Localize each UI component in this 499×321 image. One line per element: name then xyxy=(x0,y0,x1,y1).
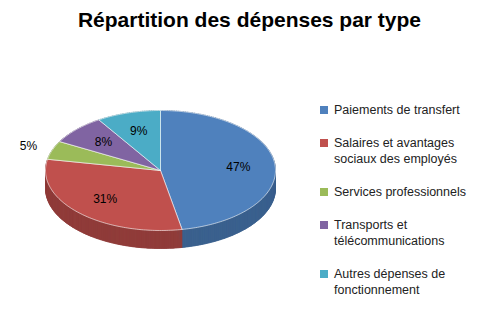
html-text:Salaires et avantages sociaux: Salaires et avantages sociaux des employ… xyxy=(334,136,457,166)
svg-text:47%: 47% xyxy=(226,160,250,174)
html-text:Services professionnels: Services professionnels xyxy=(334,185,466,199)
html-text:Paiements de transfert: Paiements de transfert xyxy=(334,103,460,117)
svg-text:8%: 8% xyxy=(95,135,113,149)
html-text:Transports et télécommunicatio: Transports et télécommunications xyxy=(334,218,445,248)
html-text:Répartition des dépenses par t: Répartition des dépenses par type xyxy=(77,8,421,31)
svg-text:5%: 5% xyxy=(20,139,38,153)
svg-text:9%: 9% xyxy=(130,124,148,138)
html-text:Autres dépenses de fonctionnem: Autres dépenses de fonctionnement xyxy=(334,267,446,297)
svg-text:31%: 31% xyxy=(93,192,117,206)
